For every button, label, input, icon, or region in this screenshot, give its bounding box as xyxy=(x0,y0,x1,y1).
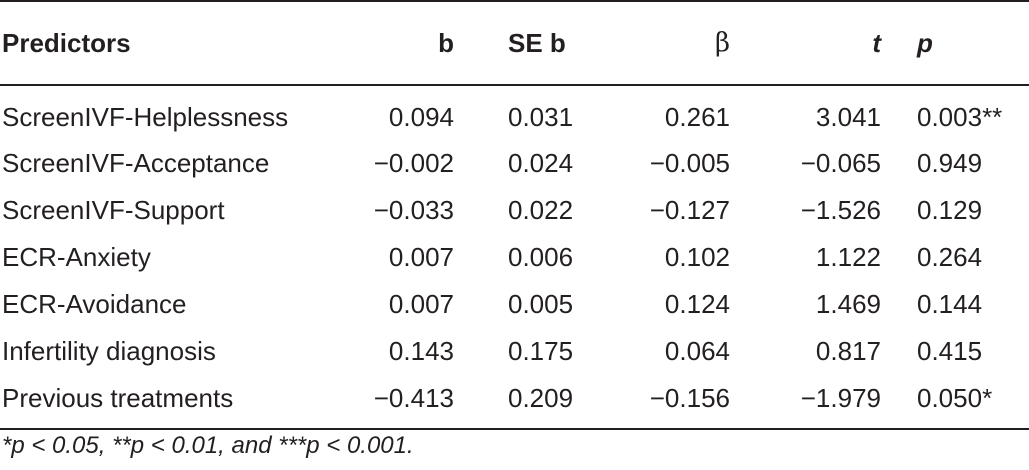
cell-predictor: ScreenIVF-Support xyxy=(2,195,225,225)
table-row: ScreenIVF-Support −0.033 0.022 −0.127 −1… xyxy=(0,187,1029,234)
cell-p: 0.415 xyxy=(917,336,983,366)
table-footnote: *p < 0.05, **p < 0.01, and ***p < 0.001. xyxy=(2,432,414,459)
cell-p: 0.949 xyxy=(917,148,983,178)
header-p: p xyxy=(893,0,1029,86)
cell-t: −0.065 xyxy=(800,148,881,178)
cell-beta: 0.124 xyxy=(664,289,730,319)
cell-t: 1.469 xyxy=(815,289,881,319)
cell-t: −1.979 xyxy=(740,375,893,430)
header-beta: β xyxy=(590,0,740,86)
cell-predictor: Infertility diagnosis xyxy=(2,336,216,366)
table-row: Previous treatments −0.413 0.209 −0.156 … xyxy=(0,375,1029,430)
cell-se-b: 0.022 xyxy=(508,195,574,225)
cell-se-b: 0.175 xyxy=(508,336,574,366)
table-body: ScreenIVF-Helplessness 0.094 0.031 0.261… xyxy=(0,85,1029,430)
cell-predictor: ECR-Anxiety xyxy=(2,242,151,272)
cell-se-b: 0.031 xyxy=(508,101,574,132)
cell-p: 0.003** xyxy=(917,101,1003,132)
table-row: ScreenIVF-Helplessness 0.094 0.031 0.261… xyxy=(0,85,1029,140)
regression-table-container: Predictors b SE b β t p ScreenIVF-Helple… xyxy=(0,0,1029,430)
header-row: Predictors b SE b β t p xyxy=(0,0,1029,86)
header-predictors: Predictors xyxy=(0,0,300,86)
regression-table: Predictors b SE b β t p ScreenIVF-Helple… xyxy=(0,0,1029,430)
cell-b: 0.007 xyxy=(388,242,454,272)
header-b: b xyxy=(300,0,460,86)
table-row: ScreenIVF-Acceptance −0.002 0.024 −0.005… xyxy=(0,140,1029,187)
cell-predictor: Previous treatments xyxy=(0,375,300,430)
cell-beta: 0.102 xyxy=(664,242,730,272)
cell-p: 0.050* xyxy=(893,375,1029,430)
cell-p: 0.264 xyxy=(917,242,983,272)
header-t: t xyxy=(740,0,893,86)
table-row: ECR-Avoidance 0.007 0.005 0.124 1.469 0.… xyxy=(0,281,1029,328)
cell-t: −1.526 xyxy=(800,195,881,225)
cell-b: −0.413 xyxy=(300,375,460,430)
cell-t: 3.041 xyxy=(815,101,881,132)
cell-b: 0.094 xyxy=(388,101,454,132)
table-row: Infertility diagnosis 0.143 0.175 0.064 … xyxy=(0,328,1029,375)
cell-beta: 0.261 xyxy=(664,101,730,132)
table-header: Predictors b SE b β t p xyxy=(0,0,1029,86)
cell-beta: −0.005 xyxy=(649,148,730,178)
cell-b: 0.143 xyxy=(388,336,454,366)
cell-se-b: 0.006 xyxy=(508,242,574,272)
cell-predictor: ScreenIVF-Helplessness xyxy=(2,101,289,132)
cell-se-b: 0.005 xyxy=(508,289,574,319)
cell-b: 0.007 xyxy=(388,289,454,319)
cell-beta: 0.064 xyxy=(664,336,730,366)
cell-predictor: ECR-Avoidance xyxy=(2,289,187,319)
table-row: ECR-Anxiety 0.007 0.006 0.102 1.122 0.26… xyxy=(0,234,1029,281)
cell-t: 0.817 xyxy=(815,336,881,366)
cell-se-b: 0.024 xyxy=(508,148,574,178)
cell-t: 1.122 xyxy=(815,242,881,272)
cell-p: 0.129 xyxy=(917,195,983,225)
cell-p: 0.144 xyxy=(917,289,983,319)
cell-beta: −0.156 xyxy=(590,375,740,430)
cell-b: −0.033 xyxy=(373,195,454,225)
cell-predictor: ScreenIVF-Acceptance xyxy=(2,148,270,178)
header-se-b: SE b xyxy=(460,0,590,86)
cell-beta: −0.127 xyxy=(649,195,730,225)
cell-b: −0.002 xyxy=(373,148,454,178)
cell-se-b: 0.209 xyxy=(460,375,590,430)
